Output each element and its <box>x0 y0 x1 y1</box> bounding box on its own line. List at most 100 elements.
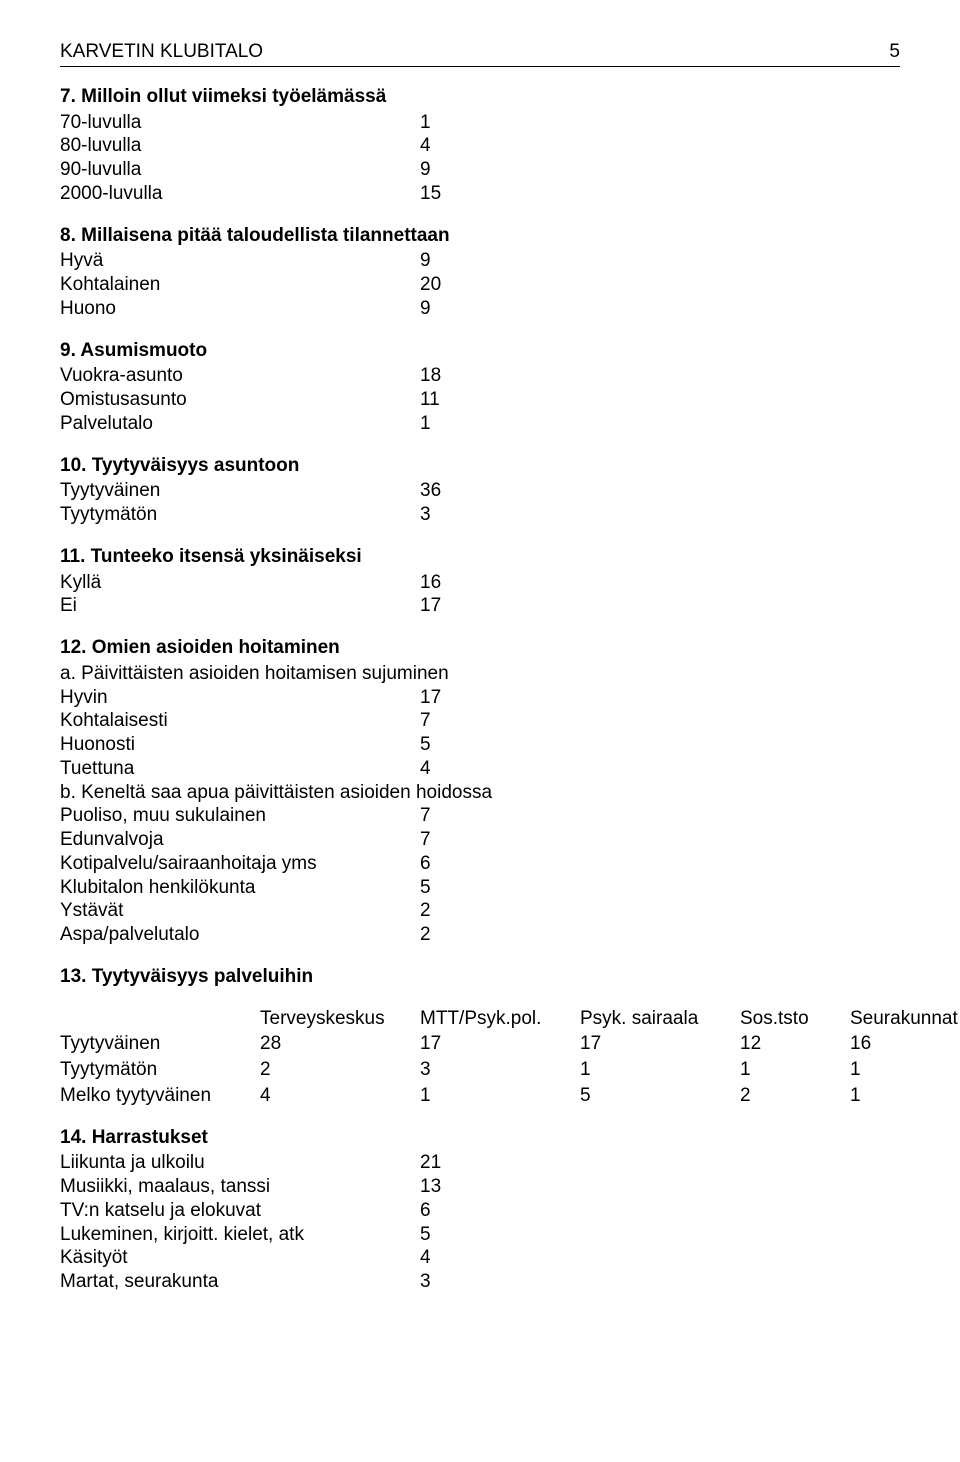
section-q12: 12. Omien asioiden hoitaminen a. Päivitt… <box>60 636 900 947</box>
q7-row-label: 70-luvulla <box>60 111 420 135</box>
section-q10: 10. Tyytyväisyys asuntoon Tyytyväinen36 … <box>60 454 900 527</box>
q10-row-val: 3 <box>420 503 431 527</box>
q13-cell: 1 <box>850 1058 900 1082</box>
section-q11: 11. Tunteeko itsensä yksinäiseksi Kyllä1… <box>60 545 900 618</box>
doc-title: KARVETIN KLUBITALO <box>60 40 263 64</box>
q11-row-val: 16 <box>420 571 441 595</box>
q14-row-val: 21 <box>420 1151 441 1175</box>
q11-title: 11. Tunteeko itsensä yksinäiseksi <box>60 545 900 569</box>
q13-cell: 12 <box>740 1032 850 1056</box>
q14-row-label: Lukeminen, kirjoitt. kielet, atk <box>60 1223 420 1247</box>
page-number: 5 <box>889 40 900 64</box>
q13-title: 13. Tyytyväisyys palveluihin <box>60 965 900 989</box>
q13-cell: 1 <box>420 1084 580 1108</box>
q8-row-val: 9 <box>420 249 431 273</box>
q12b-row-val: 6 <box>420 852 431 876</box>
q14-row-label: Liikunta ja ulkoilu <box>60 1151 420 1175</box>
q13-cell: 16 <box>850 1032 900 1056</box>
q12a-row-label: Tuettuna <box>60 757 420 781</box>
q12b-row-label: Edunvalvoja <box>60 828 420 852</box>
q14-row-label: Käsityöt <box>60 1246 420 1270</box>
q9-title: 9. Asumismuoto <box>60 339 900 363</box>
q13-row-label: Tyytyväinen <box>60 1032 260 1056</box>
q13-col-blank <box>60 1007 260 1031</box>
q10-title: 10. Tyytyväisyys asuntoon <box>60 454 900 478</box>
q12a-row-val: 5 <box>420 733 431 757</box>
q14-row-val: 13 <box>420 1175 441 1199</box>
q13-table: Terveyskeskus MTT/Psyk.pol. Psyk. sairaa… <box>60 1007 900 1108</box>
q12-sub-b: b. Keneltä saa apua päivittäisten asioid… <box>60 781 900 805</box>
q7-row-val: 1 <box>420 111 431 135</box>
q12b-row-val: 2 <box>420 899 431 923</box>
q12b-row-val: 7 <box>420 828 431 852</box>
q7-row-label: 80-luvulla <box>60 134 420 158</box>
q14-row-val: 4 <box>420 1246 431 1270</box>
q9-row-label: Omistusasunto <box>60 388 420 412</box>
q14-row-val: 3 <box>420 1270 431 1294</box>
q13-col: MTT/Psyk.pol. <box>420 1007 580 1031</box>
q12b-row-label: Puoliso, muu sukulainen <box>60 804 420 828</box>
q12a-row-val: 4 <box>420 757 431 781</box>
q14-row-label: Musiikki, maalaus, tanssi <box>60 1175 420 1199</box>
q13-cell: 2 <box>260 1058 420 1082</box>
q10-row-label: Tyytymätön <box>60 503 420 527</box>
q13-cell: 1 <box>740 1058 850 1082</box>
q10-row-val: 36 <box>420 479 441 503</box>
q13-cell: 28 <box>260 1032 420 1056</box>
q8-title: 8. Millaisena pitää taloudellista tilann… <box>60 224 900 248</box>
q14-row-label: Martat, seurakunta <box>60 1270 420 1294</box>
q11-row-label: Ei <box>60 594 420 618</box>
q12b-row-label: Aspa/palvelutalo <box>60 923 420 947</box>
q13-cell: 3 <box>420 1058 580 1082</box>
q13-cell: 17 <box>420 1032 580 1056</box>
section-q7: 7. Milloin ollut viimeksi työelämässä 70… <box>60 85 900 206</box>
q13-cell: 1 <box>580 1058 740 1082</box>
q13-col: Terveyskeskus <box>260 1007 420 1031</box>
q7-row-label: 2000-luvulla <box>60 182 420 206</box>
section-q13: 13. Tyytyväisyys palveluihin Terveyskesk… <box>60 965 900 1108</box>
q13-cell: 4 <box>260 1084 420 1108</box>
q12a-row-label: Kohtalaisesti <box>60 709 420 733</box>
q12a-row-val: 7 <box>420 709 431 733</box>
q9-row-label: Palvelutalo <box>60 412 420 436</box>
q7-row-val: 9 <box>420 158 431 182</box>
q8-row-label: Hyvä <box>60 249 420 273</box>
q9-row-val: 1 <box>420 412 431 436</box>
q14-row-label: TV:n katselu ja elokuvat <box>60 1199 420 1223</box>
section-q8: 8. Millaisena pitää taloudellista tilann… <box>60 224 900 321</box>
q13-row-label: Melko tyytyväinen <box>60 1084 260 1108</box>
q12b-row-label: Ystävät <box>60 899 420 923</box>
q12b-row-label: Kotipalvelu/sairaanhoitaja yms <box>60 852 420 876</box>
section-q9: 9. Asumismuoto Vuokra-asunto18 Omistusas… <box>60 339 900 436</box>
q12-sub-a: a. Päivittäisten asioiden hoitamisen suj… <box>60 662 900 686</box>
q12a-row-label: Huonosti <box>60 733 420 757</box>
q13-cell: 1 <box>850 1084 900 1108</box>
q9-row-val: 18 <box>420 364 441 388</box>
q9-row-label: Vuokra-asunto <box>60 364 420 388</box>
q12b-row-label: Klubitalon henkilökunta <box>60 876 420 900</box>
q9-row-val: 11 <box>420 388 440 412</box>
q11-row-val: 17 <box>420 594 441 618</box>
q10-row-label: Tyytyväinen <box>60 479 420 503</box>
q8-row-val: 20 <box>420 273 441 297</box>
q8-row-label: Kohtalainen <box>60 273 420 297</box>
q7-row-label: 90-luvulla <box>60 158 420 182</box>
q13-col: Seurakunnat <box>850 1007 900 1031</box>
q7-row-val: 15 <box>420 182 441 206</box>
q14-title: 14. Harrastukset <box>60 1126 900 1150</box>
q13-cell: 17 <box>580 1032 740 1056</box>
q13-row-label: Tyytymätön <box>60 1058 260 1082</box>
q12-title: 12. Omien asioiden hoitaminen <box>60 636 900 660</box>
q14-row-val: 5 <box>420 1223 431 1247</box>
q12a-row-label: Hyvin <box>60 686 420 710</box>
q8-row-val: 9 <box>420 297 431 321</box>
q7-row-val: 4 <box>420 134 431 158</box>
q14-row-val: 6 <box>420 1199 431 1223</box>
q13-col: Psyk. sairaala <box>580 1007 740 1031</box>
q8-row-label: Huono <box>60 297 420 321</box>
q12b-row-val: 7 <box>420 804 431 828</box>
q7-title: 7. Milloin ollut viimeksi työelämässä <box>60 85 900 109</box>
q13-col: Sos.tsto <box>740 1007 850 1031</box>
q13-cell: 5 <box>580 1084 740 1108</box>
q13-cell: 2 <box>740 1084 850 1108</box>
